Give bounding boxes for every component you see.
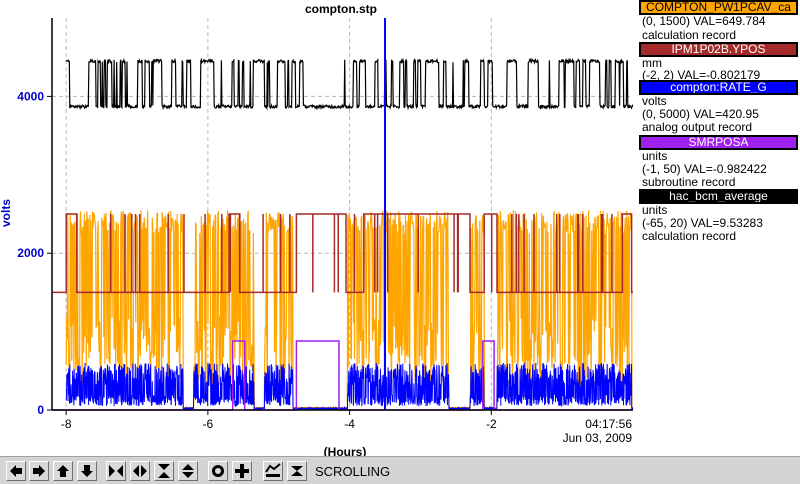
legend-units: units — [642, 203, 668, 217]
pan-up-button[interactable] — [53, 461, 73, 481]
zoom-in-vertical-icon — [158, 464, 170, 478]
x-axis-label: (Hours) — [324, 445, 367, 459]
trace-ipm1p02b — [52, 213, 633, 294]
pan-left-button[interactable] — [6, 461, 26, 481]
zoom-in-x-button[interactable] — [106, 461, 126, 481]
x-tick-label: -2 — [486, 417, 497, 431]
legend-range-value: (0, 5000) VAL=420.95 — [642, 107, 759, 121]
legend-record-type: analog output record — [642, 120, 753, 134]
legend-name-box[interactable]: IPM1P02B.YPOS — [639, 42, 798, 57]
x-tick-label: -6 — [203, 417, 214, 431]
trace-smrposa — [52, 340, 633, 411]
end-date: Jun 03, 2009 — [563, 431, 633, 445]
x-tick-label: -8 — [61, 417, 72, 431]
zoom-out-vertical-icon — [182, 464, 194, 478]
y-tick-label: 0 — [37, 403, 44, 417]
legend-name-box[interactable]: hac_bcm_average — [639, 189, 798, 204]
legend-range-value: (0, 1500) VAL=649.784 — [642, 14, 766, 28]
zoom-out-y-button[interactable] — [178, 461, 198, 481]
x-tick-label: -4 — [344, 417, 355, 431]
arrow-left-icon — [10, 465, 22, 477]
arrow-down-icon — [81, 465, 93, 477]
legend-name-box[interactable]: SMRPOSA — [639, 135, 798, 150]
toggle-plot-icon — [265, 463, 281, 477]
pan-down-button[interactable] — [77, 461, 97, 481]
legend-range-value: (-1, 50) VAL=-0.982422 — [642, 162, 767, 176]
end-time: 04:17:56 — [585, 417, 632, 431]
zoom-in-horizontal-icon — [109, 465, 123, 477]
autoscale-icon — [212, 465, 224, 477]
trace-hac-bcm-average — [65, 57, 634, 111]
arrow-up-icon — [57, 465, 69, 477]
legend-name-box[interactable]: compton:RATE_G — [639, 80, 798, 95]
chart-title: compton.stp — [305, 2, 377, 16]
toggle-plot-button[interactable] — [263, 461, 283, 481]
toolbar: SCROLLING — [0, 456, 800, 484]
zoom-out-x-button[interactable] — [130, 461, 150, 481]
zoom-in-y-button[interactable] — [154, 461, 174, 481]
y-tick-label: 4000 — [17, 89, 44, 103]
legend-name-box[interactable]: COMPTON_PW1PCAV_ca — [639, 0, 798, 15]
legend-record-type: subroutine record — [642, 175, 736, 189]
zoom-out-horizontal-icon — [133, 465, 147, 477]
y-axis-label: volts — [0, 199, 13, 227]
legend-record-type: calculation record — [642, 28, 737, 42]
legend-units: units — [642, 149, 668, 163]
arrow-right-icon — [33, 465, 45, 477]
axes: 0 2000 4000 -8 -6 -4 -2 — [17, 18, 633, 431]
crosshair-button[interactable] — [232, 461, 252, 481]
pan-right-button[interactable] — [29, 461, 49, 481]
print-icon — [291, 466, 303, 476]
legend-range-value: (-65, 20) VAL=9.53283 — [642, 216, 763, 230]
trace-compton-rate-g — [65, 362, 634, 412]
legend-units: volts — [642, 94, 667, 108]
legend-record-type: calculation record — [642, 229, 737, 243]
y-tick-label: 2000 — [17, 246, 44, 260]
trace-compton-pw1pcav — [65, 210, 633, 409]
status-text: SCROLLING — [315, 464, 391, 479]
legend-panel: COMPTON_PW1PCAV_ca (0, 1500) VAL=649.784… — [637, 0, 800, 456]
legend-units: mm — [642, 56, 662, 70]
trace-area — [52, 18, 634, 412]
legend-range-value: (-2, 2) VAL=-0.802179 — [642, 68, 761, 82]
print-button[interactable] — [287, 461, 307, 481]
crosshair-icon — [235, 464, 249, 478]
autoscale-button[interactable] — [208, 461, 228, 481]
